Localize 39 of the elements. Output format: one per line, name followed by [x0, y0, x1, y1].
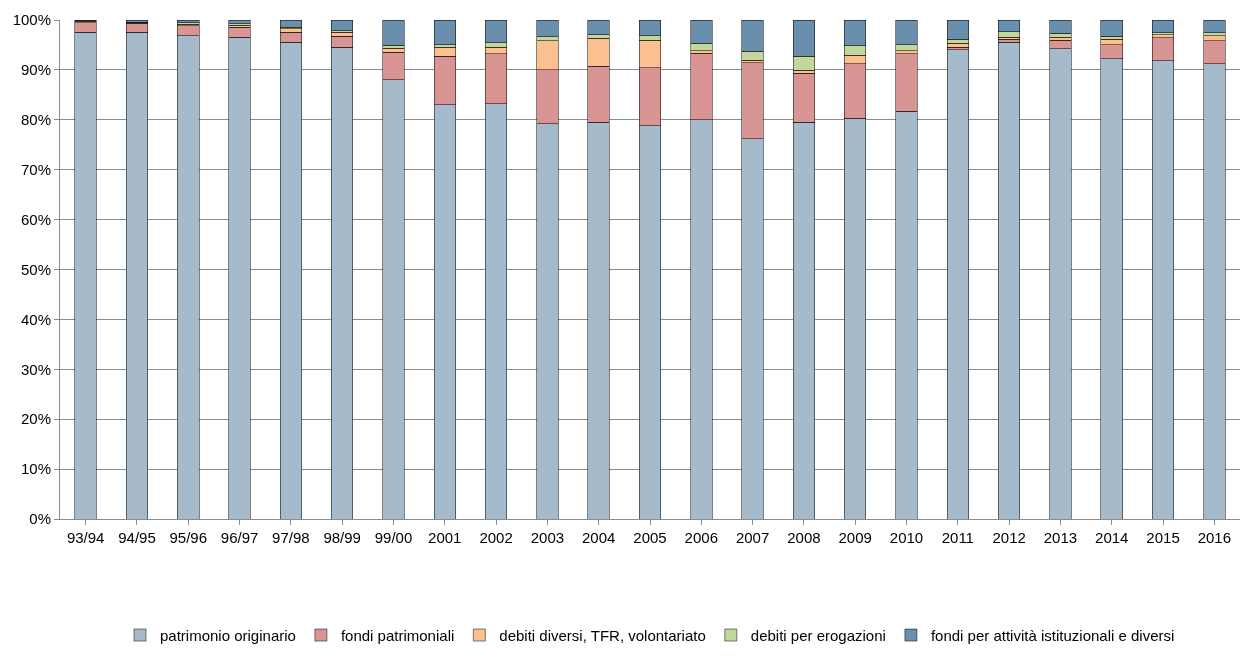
x-tick-label: 2002 — [479, 529, 513, 546]
legend-label: patrimonio originario — [160, 626, 296, 644]
y-tick-label: 90% — [20, 61, 51, 79]
y-tick-label: 60% — [20, 210, 51, 228]
y-tick-label: 50% — [20, 260, 51, 278]
x-tick-label: 2012 — [992, 529, 1026, 546]
x-tick-label: 97/98 — [272, 529, 310, 546]
x-tick-label: 93/94 — [66, 529, 105, 546]
legend-label: debiti diversi, TFR, volontariato — [499, 626, 706, 644]
x-tick-label: 2013 — [1043, 529, 1078, 546]
x-tick-label: 98/99 — [323, 529, 361, 546]
legend-label: fondi patrimoniali — [340, 626, 455, 644]
y-tick-label: 80% — [20, 111, 51, 129]
y-tick-label: 10% — [20, 460, 51, 478]
legend-label: fondi per attività istituzionali e diversi — [930, 626, 1175, 644]
x-tick-label: 2011 — [941, 529, 974, 546]
x-tick-label: 2009 — [838, 529, 872, 546]
x-tick-label: 99/00 — [374, 529, 413, 546]
x-tick-label: 2004 — [582, 529, 616, 546]
x-tick-label: 2007 — [735, 529, 770, 546]
x-tick-label: 2003 — [530, 529, 565, 546]
y-tick-label: 20% — [20, 410, 51, 428]
y-tick-label: 0% — [29, 510, 51, 528]
x-tick-label: 2005 — [633, 529, 667, 546]
x-tick-label: 2010 — [889, 529, 924, 546]
x-tick-label: 94/95 — [118, 529, 156, 546]
y-tick-label: 100% — [12, 11, 51, 29]
x-tick-label: 96/97 — [220, 529, 259, 546]
x-tick-label: 2014 — [1095, 529, 1129, 546]
x-tick-label: 2016 — [1197, 529, 1232, 546]
x-tick-label: 95/96 — [169, 529, 208, 546]
legend-label: debiti per erogazioni — [750, 626, 886, 644]
x-tick-label: 2006 — [684, 529, 718, 546]
y-tick-label: 70% — [20, 160, 51, 178]
y-tick-label: 30% — [20, 360, 51, 378]
x-tick-label: 2001 — [428, 529, 462, 546]
y-tick-label: 40% — [20, 310, 51, 328]
x-tick-label: 2008 — [787, 529, 821, 546]
x-tick-label: 2015 — [1146, 529, 1180, 546]
